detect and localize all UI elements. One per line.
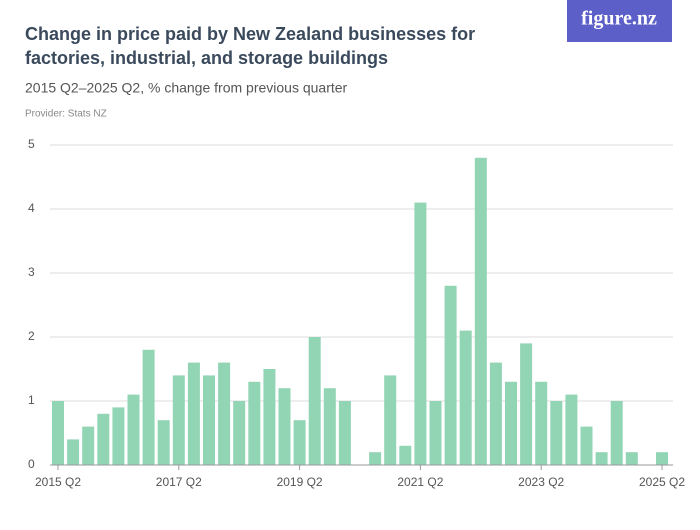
bar — [263, 369, 276, 465]
x-tick-label: 2019 Q2 — [277, 475, 323, 489]
bar — [218, 362, 231, 465]
bar — [474, 157, 487, 466]
bar — [323, 388, 336, 465]
bar — [384, 375, 397, 465]
x-tick-label: 2015 Q2 — [35, 475, 81, 489]
bar — [82, 426, 95, 465]
y-tick-label: 0 — [28, 457, 35, 471]
bar — [429, 401, 442, 465]
bar — [610, 401, 623, 465]
bar — [505, 381, 517, 465]
bar — [369, 452, 382, 465]
bar — [338, 401, 351, 465]
subtitle: 2015 Q2–2025 Q2, % change from previous … — [25, 80, 348, 96]
bar — [399, 445, 412, 465]
bar — [233, 401, 246, 465]
brand: figure.nz — [581, 8, 657, 30]
bar — [172, 375, 185, 465]
bar — [489, 362, 502, 465]
y-tick-label: 1 — [28, 393, 35, 407]
bar — [595, 452, 608, 465]
bar — [459, 330, 472, 465]
x-tick-label: 2023 Q2 — [518, 475, 564, 489]
bar — [187, 362, 200, 465]
bar — [656, 452, 668, 465]
bar — [97, 413, 110, 465]
bar — [248, 381, 261, 465]
bar — [414, 202, 427, 465]
bar — [550, 401, 563, 465]
bar — [157, 420, 170, 465]
bar — [565, 394, 578, 465]
bar — [625, 452, 638, 465]
x-tick-label: 2021 Q2 — [397, 475, 443, 489]
bar — [444, 285, 457, 465]
bar — [112, 407, 125, 465]
bar — [520, 343, 533, 465]
bar — [142, 349, 155, 465]
y-tick-label: 2 — [28, 329, 35, 343]
x-tick-label: 2025 Q2 — [639, 475, 685, 489]
y-tick-label: 4 — [28, 201, 35, 215]
bar — [580, 426, 593, 465]
title-box: Change in price paid by New Zealand busi… — [25, 24, 476, 68]
y-tick-label: 5 — [28, 137, 35, 151]
brand-badge — [567, 0, 672, 42]
chart-title: Change in price paid by New Zealand busi… — [25, 24, 476, 68]
bar — [535, 381, 548, 465]
provider: Provider: Stats NZ — [25, 109, 107, 120]
bar — [278, 388, 291, 465]
bar — [67, 439, 80, 465]
bar — [203, 375, 215, 465]
y-tick-label: 3 — [28, 265, 35, 279]
bar — [293, 420, 306, 465]
x-tick-label: 2017 Q2 — [156, 475, 202, 489]
bar — [308, 337, 321, 465]
bar — [52, 401, 64, 465]
bar — [127, 394, 140, 465]
